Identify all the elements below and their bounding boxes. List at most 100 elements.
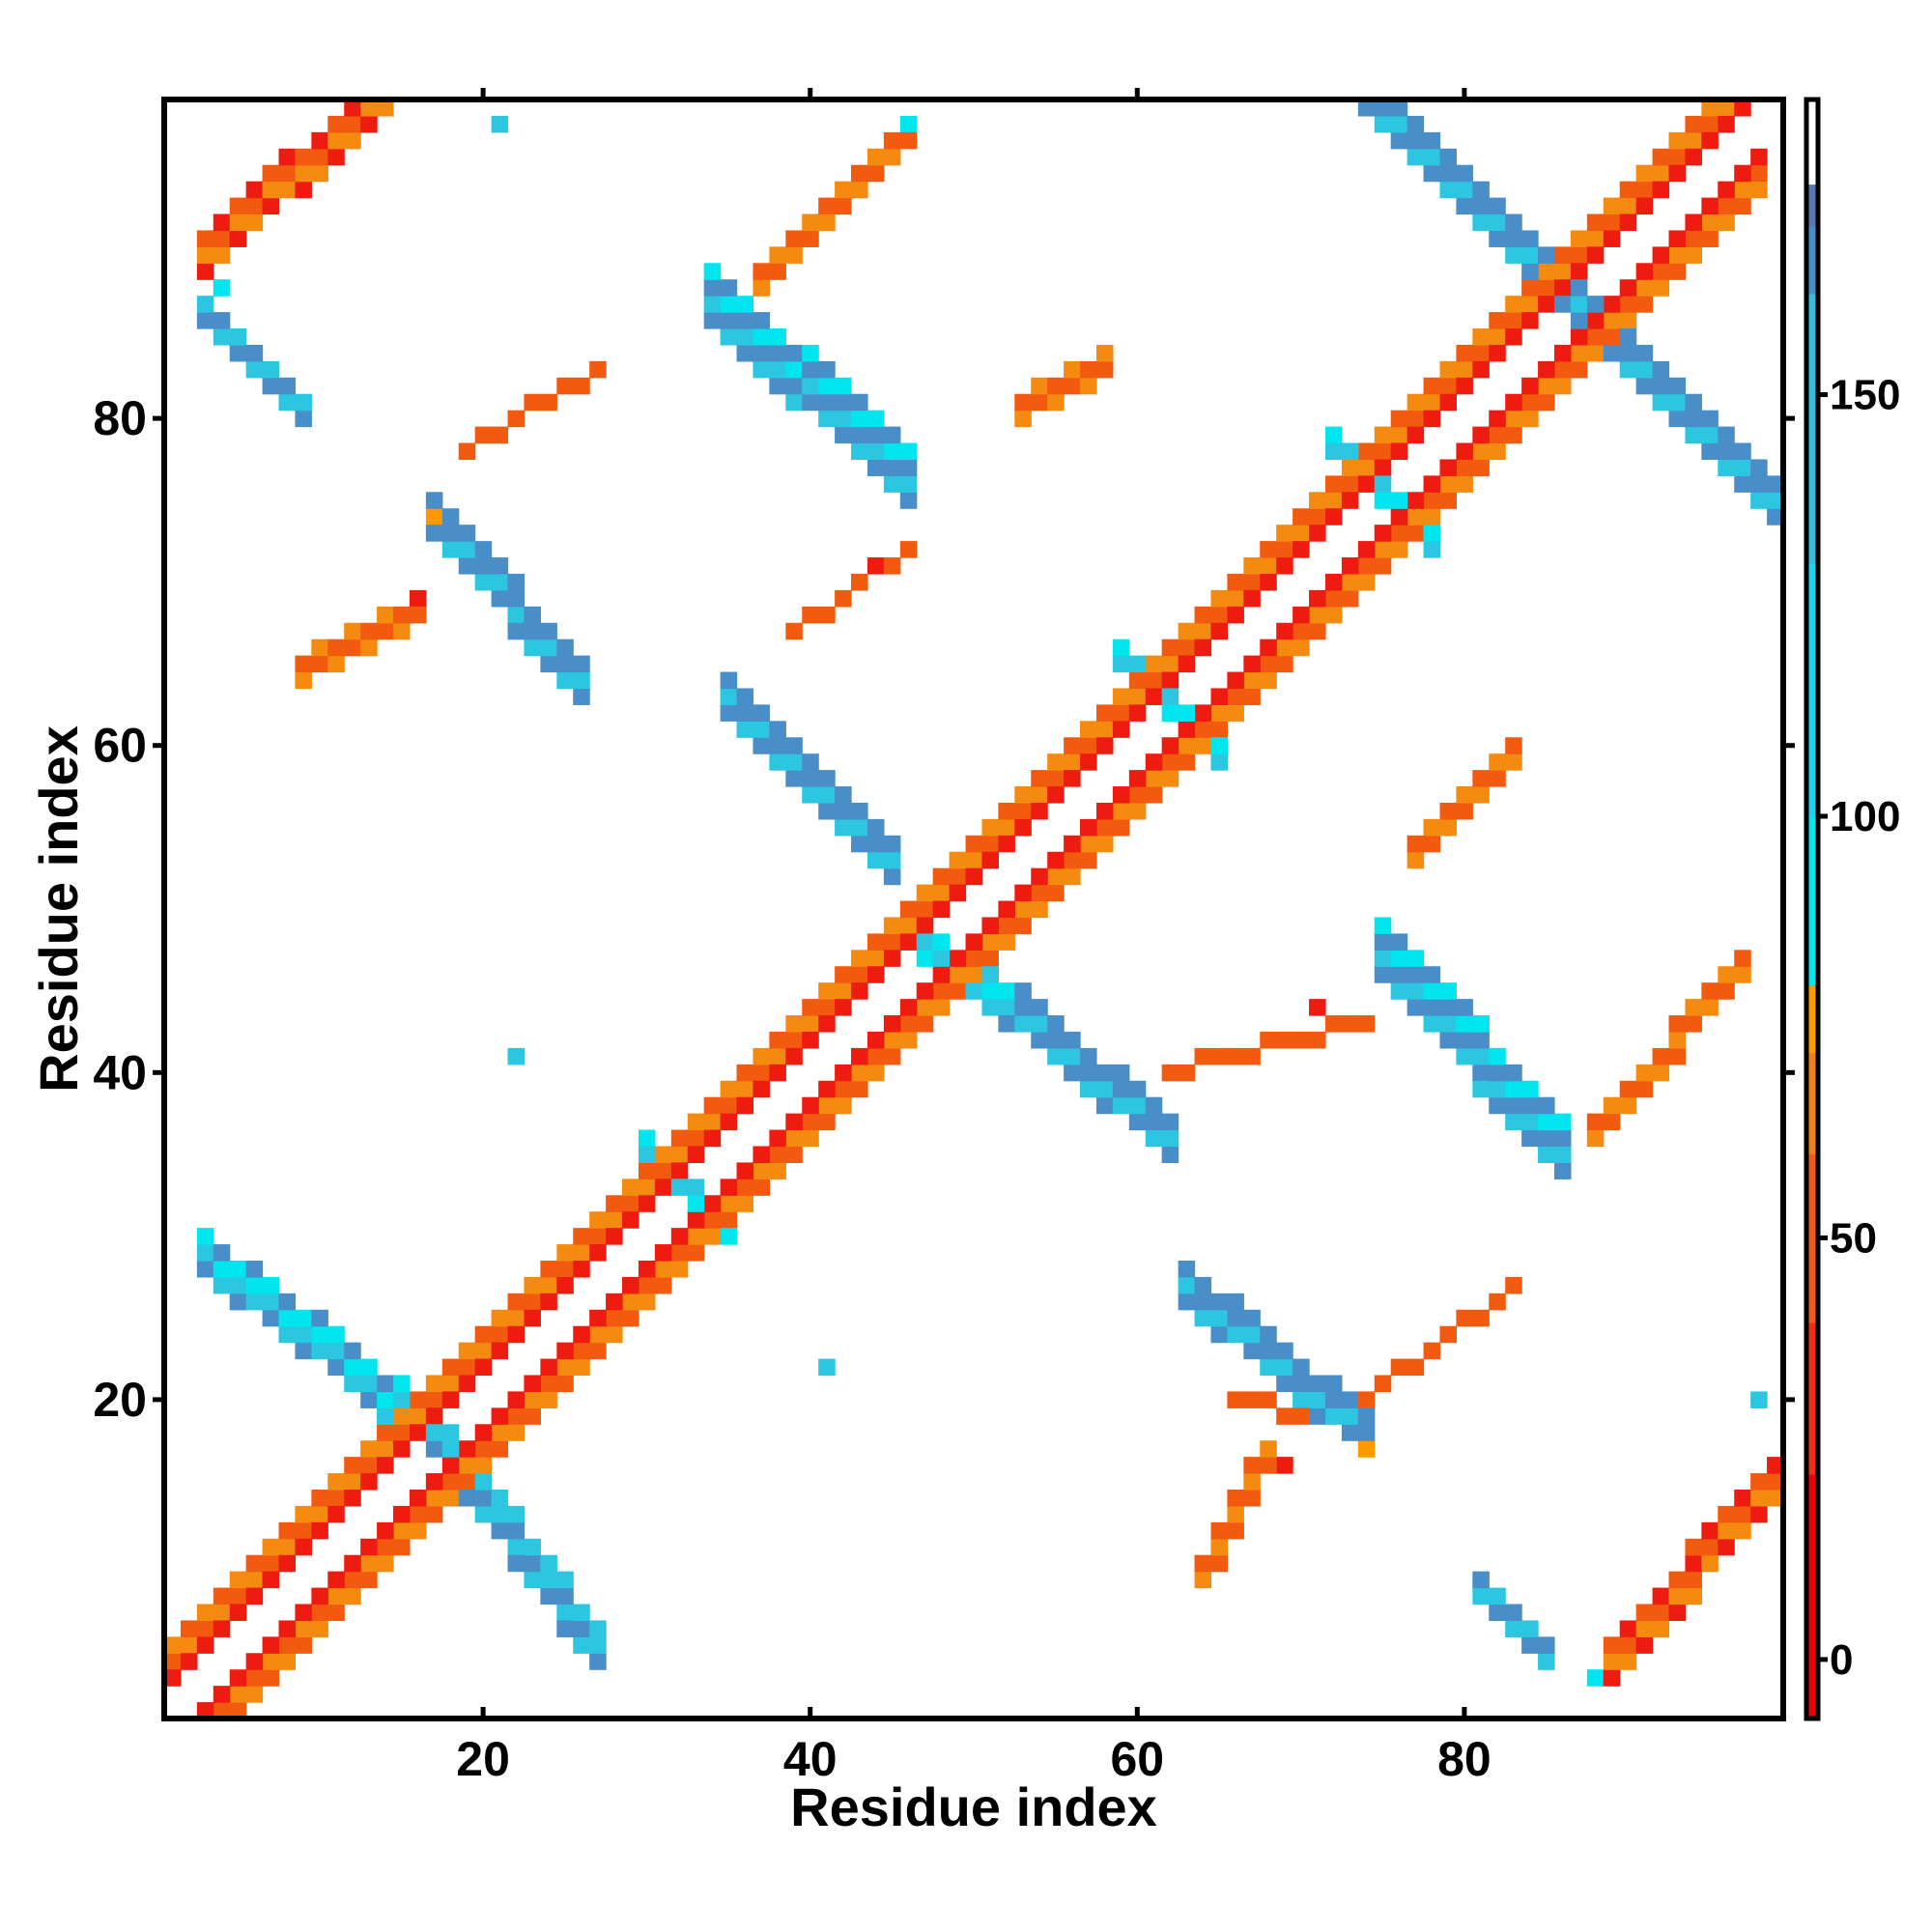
contact-cell bbox=[1341, 1424, 1359, 1441]
contact-cell bbox=[1456, 786, 1473, 804]
contact-cell bbox=[229, 197, 247, 215]
contact-cell bbox=[1194, 1309, 1212, 1327]
contact-cell bbox=[1456, 1015, 1473, 1033]
contact-cell bbox=[474, 1325, 493, 1344]
contact-cell bbox=[474, 1424, 493, 1441]
contact-cell bbox=[1750, 164, 1768, 183]
contact-cell bbox=[1586, 246, 1605, 264]
contact-cell bbox=[278, 181, 297, 199]
contact-cell bbox=[245, 1571, 264, 1589]
contact-cell bbox=[1668, 377, 1687, 395]
contact-cell bbox=[1194, 704, 1212, 722]
contact-cell bbox=[1128, 770, 1147, 787]
contact-cell bbox=[295, 1505, 312, 1523]
contact-cell bbox=[507, 1293, 526, 1311]
contact-cell bbox=[491, 1325, 509, 1344]
contact-cell bbox=[1538, 1636, 1555, 1654]
contact-cell bbox=[229, 1669, 247, 1687]
contact-cell bbox=[1260, 1325, 1277, 1344]
contact-cell bbox=[753, 1162, 770, 1179]
contact-cell bbox=[1095, 737, 1114, 754]
contact-cell bbox=[818, 999, 836, 1016]
contact-cell bbox=[1538, 377, 1555, 395]
contact-cell bbox=[1309, 1375, 1326, 1393]
contact-cell bbox=[1685, 410, 1702, 428]
contact-cell bbox=[1095, 344, 1114, 362]
contact-cell bbox=[311, 655, 328, 673]
contact-cell bbox=[753, 721, 770, 738]
contact-cell bbox=[507, 1391, 526, 1408]
contact-cell bbox=[1505, 296, 1522, 313]
contact-cell bbox=[360, 1457, 378, 1474]
contact-cell bbox=[802, 344, 819, 362]
contact-cell bbox=[1064, 737, 1081, 754]
contact-cell bbox=[524, 639, 541, 657]
contact-cell bbox=[769, 1146, 786, 1163]
contact-cell bbox=[851, 966, 868, 983]
contact-cell bbox=[1095, 1064, 1114, 1082]
contact-cell bbox=[1439, 1031, 1458, 1049]
contact-cell bbox=[1374, 426, 1392, 444]
contact-cell bbox=[1194, 1571, 1212, 1589]
contact-cell bbox=[1570, 296, 1588, 313]
contact-cell bbox=[1080, 360, 1097, 379]
contact-cell bbox=[1701, 982, 1719, 1000]
contact-cell bbox=[883, 835, 901, 853]
contact-cell bbox=[818, 393, 836, 412]
contact-cell bbox=[213, 1276, 231, 1294]
contact-cell bbox=[1014, 900, 1032, 919]
contact-cell bbox=[753, 1179, 770, 1196]
contact-cell bbox=[1619, 328, 1637, 346]
contact-cell bbox=[867, 1064, 885, 1082]
contact-cell bbox=[1161, 1146, 1179, 1163]
contact-cell bbox=[1652, 1620, 1670, 1637]
contact-cell bbox=[311, 131, 328, 150]
contact-cell bbox=[1406, 131, 1425, 150]
contact-cell bbox=[1586, 296, 1605, 313]
contact-cell bbox=[965, 933, 983, 951]
contact-cell bbox=[573, 1636, 590, 1654]
contact-cell bbox=[867, 818, 885, 837]
contact-cell bbox=[818, 1080, 836, 1098]
contact-cell bbox=[245, 1669, 264, 1687]
contact-cell bbox=[1243, 1457, 1261, 1474]
contact-cell bbox=[769, 737, 786, 754]
contact-cell bbox=[932, 966, 951, 983]
contact-cell bbox=[1619, 213, 1637, 232]
contact-cell bbox=[360, 1375, 378, 1393]
contact-cell bbox=[1521, 1129, 1539, 1148]
contact-cell bbox=[377, 1457, 394, 1474]
contact-cell bbox=[638, 1146, 656, 1163]
contact-cell bbox=[1178, 1293, 1196, 1311]
colorbar-segment bbox=[1806, 99, 1818, 185]
contact-cell bbox=[441, 1440, 460, 1458]
contact-cell bbox=[1505, 410, 1522, 428]
contact-cell bbox=[245, 181, 264, 199]
contact-cell bbox=[1701, 442, 1719, 461]
contact-cell bbox=[802, 230, 819, 247]
contact-cell bbox=[556, 1620, 574, 1637]
contact-cell bbox=[1734, 966, 1751, 983]
contact-cell bbox=[229, 1260, 247, 1278]
contact-cell bbox=[981, 835, 999, 853]
contact-cell bbox=[1243, 688, 1261, 705]
contact-cell bbox=[409, 1424, 427, 1441]
contact-cell bbox=[1210, 1554, 1228, 1573]
contact-cell bbox=[1685, 213, 1702, 232]
contact-cell bbox=[1178, 655, 1196, 673]
contact-cell bbox=[262, 1276, 280, 1294]
contact-cell bbox=[556, 1604, 574, 1622]
contact-cell bbox=[899, 917, 918, 934]
contact-cell bbox=[1128, 1113, 1147, 1131]
x-tick-label: 80 bbox=[1437, 1732, 1492, 1786]
contact-cell bbox=[360, 1538, 378, 1556]
contact-cell bbox=[736, 1162, 754, 1179]
contact-cell bbox=[540, 1391, 557, 1408]
contact-cell bbox=[736, 328, 754, 346]
contact-cell bbox=[573, 1342, 590, 1360]
contact-cell bbox=[802, 1031, 819, 1049]
contact-cell bbox=[1227, 606, 1244, 624]
contact-cell bbox=[491, 115, 509, 133]
contact-cell bbox=[180, 1636, 198, 1654]
contact-cell bbox=[1767, 508, 1783, 526]
